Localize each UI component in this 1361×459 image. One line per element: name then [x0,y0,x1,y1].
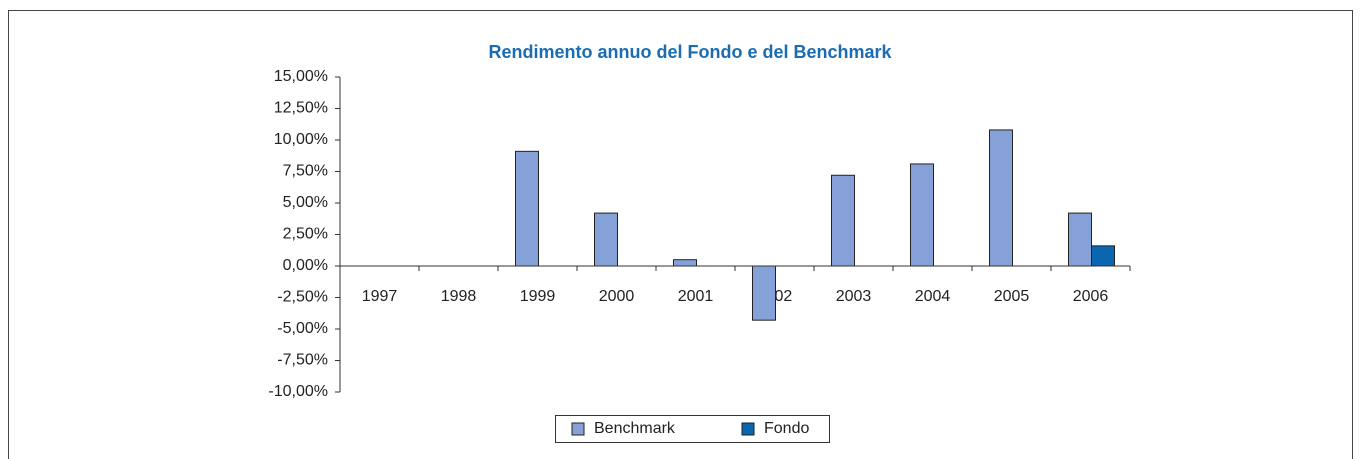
x-tick-label: 2003 [836,288,872,305]
y-tick-label: -2,50% [277,289,328,306]
legend-box [555,415,830,443]
legend-swatch [571,422,585,436]
y-tick-label: 12,50% [274,100,328,117]
y-tick-label: 7,50% [283,163,328,180]
y-tick-label: -7,50% [277,352,328,369]
x-tick-label: 2006 [1073,288,1109,305]
x-tick-label: 2004 [915,288,951,305]
y-tick-label: -5,00% [277,320,328,337]
x-tick-label: 1997 [362,288,398,305]
y-tick-label: 10,00% [274,131,328,148]
y-tick-label: 2,50% [283,226,328,243]
bar [673,259,697,267]
frame [8,10,1353,459]
chart-title: Rendimento annuo del Fondo e del Benchma… [488,42,892,62]
bar [594,212,618,267]
legend-label: Benchmark [594,420,676,437]
legend-label: Fondo [764,420,809,437]
x-tick-label: 2000 [599,288,635,305]
bar [910,163,934,267]
bar [1091,245,1115,267]
x-tick-label: 1999 [520,288,556,305]
y-tick-label: 15,00% [274,68,328,85]
bar [515,150,539,267]
bar [831,174,855,267]
legend-swatch [741,422,755,436]
y-tick-label: 0,00% [283,257,328,274]
y-tick-label: -10,00% [268,383,328,400]
bar [752,265,776,321]
x-tick-label: 2005 [994,288,1030,305]
y-tick-label: 5,00% [283,194,328,211]
bar [989,129,1013,267]
bar [1068,212,1092,267]
x-tick-label: 2001 [678,288,714,305]
x-tick-label: 1998 [441,288,477,305]
